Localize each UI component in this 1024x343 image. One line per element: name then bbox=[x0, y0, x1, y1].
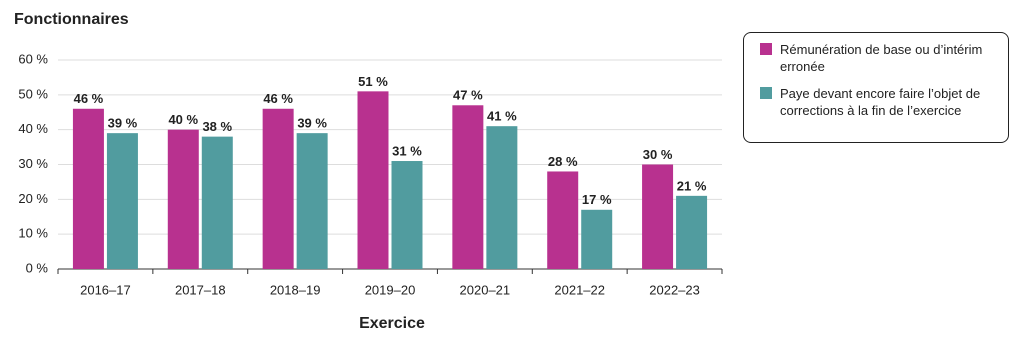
x-tick-label: 2018–19 bbox=[270, 282, 321, 297]
legend-swatch bbox=[760, 43, 772, 55]
data-label: 30 % bbox=[643, 147, 673, 162]
bar bbox=[452, 105, 484, 270]
data-label: 51 % bbox=[358, 74, 388, 89]
chart-title: Fonctionnaires bbox=[14, 11, 129, 28]
legend-swatch bbox=[760, 87, 772, 99]
x-tick-label: 2017–18 bbox=[175, 282, 226, 297]
data-label: 47 % bbox=[453, 88, 483, 103]
y-tick-label: 30 % bbox=[18, 156, 48, 171]
bar bbox=[106, 133, 138, 269]
data-label: 39 % bbox=[297, 116, 327, 131]
bar bbox=[167, 129, 199, 269]
bar bbox=[581, 209, 613, 269]
bar bbox=[547, 171, 579, 269]
legend-item: Rémunération de base ou d’intérim erroné… bbox=[760, 41, 998, 75]
y-tick-label: 0 % bbox=[26, 260, 49, 275]
x-tick-label: 2016–17 bbox=[80, 282, 131, 297]
x-tick-label: 2019–20 bbox=[365, 282, 416, 297]
bar bbox=[201, 136, 233, 269]
bar bbox=[676, 195, 708, 269]
data-label: 17 % bbox=[582, 192, 612, 207]
data-label: 46 % bbox=[74, 91, 104, 106]
bar bbox=[262, 108, 294, 270]
data-label: 28 % bbox=[548, 154, 578, 169]
y-tick-label: 40 % bbox=[18, 121, 48, 136]
bar bbox=[642, 164, 674, 269]
bar bbox=[391, 161, 423, 269]
y-tick-label: 50 % bbox=[18, 86, 48, 101]
y-tick-label: 10 % bbox=[18, 226, 48, 241]
legend-item: Paye devant encore faire l’objet de corr… bbox=[760, 85, 998, 119]
legend-label: Paye devant encore faire l’objet de corr… bbox=[780, 86, 981, 118]
x-tick-label: 2021–22 bbox=[554, 282, 605, 297]
x-tick-label: 2020–21 bbox=[460, 282, 511, 297]
bar bbox=[296, 133, 328, 269]
data-label: 41 % bbox=[487, 109, 517, 124]
bar bbox=[486, 126, 518, 269]
x-axis-label: Exercice bbox=[359, 315, 425, 332]
data-label: 40 % bbox=[168, 112, 198, 127]
data-label: 39 % bbox=[108, 116, 138, 131]
y-tick-label: 60 % bbox=[18, 51, 48, 66]
legend-label: Rémunération de base ou d’intérim erroné… bbox=[780, 42, 983, 74]
bar bbox=[357, 91, 389, 269]
data-label: 46 % bbox=[263, 91, 293, 106]
y-tick-label: 20 % bbox=[18, 191, 48, 206]
data-label: 21 % bbox=[677, 178, 707, 193]
bar bbox=[72, 108, 104, 270]
data-label: 31 % bbox=[392, 143, 422, 158]
data-label: 38 % bbox=[202, 119, 232, 134]
x-tick-label: 2022–23 bbox=[649, 282, 700, 297]
legend: Rémunération de base ou d’intérim erroné… bbox=[743, 32, 1009, 143]
